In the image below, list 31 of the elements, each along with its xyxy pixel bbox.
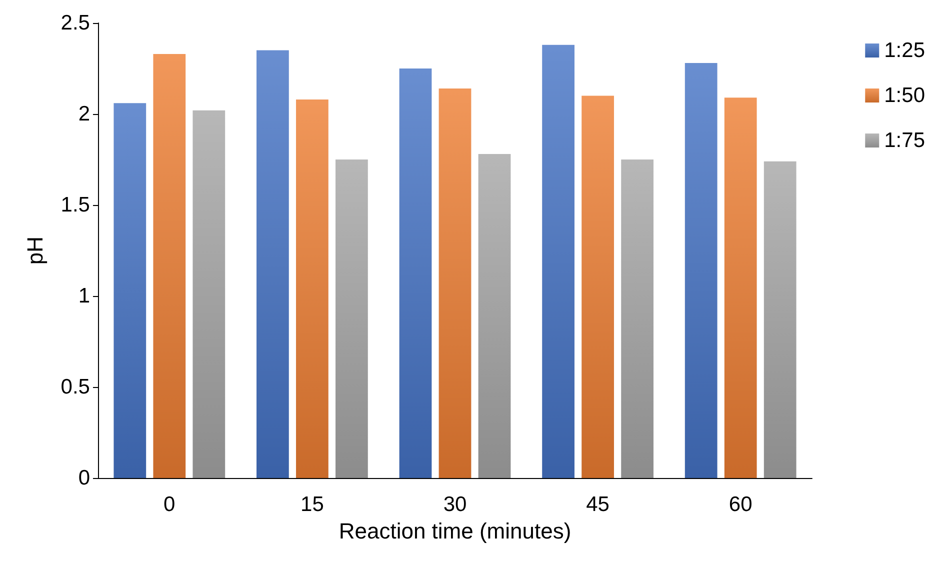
bar (296, 99, 328, 478)
legend-label: 1:75 (884, 129, 926, 152)
bar (621, 160, 654, 478)
x-tick-label: 30 (443, 493, 467, 516)
bar (764, 161, 796, 478)
legend-label: 1:50 (884, 84, 926, 107)
x-axis-title: Reaction time (minutes) (338, 518, 572, 544)
x-tick-label: 15 (300, 493, 324, 516)
bar (684, 63, 718, 478)
y-axis-title: pH (22, 236, 48, 265)
x-tick-label: 0 (164, 493, 176, 516)
y-tick-label: 0.5 (60, 376, 90, 398)
x-tick-label: 45 (586, 493, 610, 516)
bar (478, 154, 511, 478)
y-tick-label: 1 (78, 284, 90, 308)
bar (256, 50, 289, 478)
bar (542, 44, 574, 478)
y-tick-label: 0 (78, 466, 90, 490)
bar (582, 96, 614, 478)
legend-label: 1:25 (884, 39, 926, 62)
bar (399, 68, 432, 478)
y-tick-label: 2 (78, 102, 90, 126)
x-tick-label: 60 (728, 493, 752, 516)
y-tick-label: 1.5 (60, 194, 90, 216)
bar (192, 110, 226, 478)
y-tick-label: 2.5 (60, 12, 90, 34)
bar (724, 98, 757, 478)
bar (114, 103, 146, 478)
bar (153, 54, 186, 478)
bar (336, 160, 368, 478)
bar (438, 88, 472, 478)
